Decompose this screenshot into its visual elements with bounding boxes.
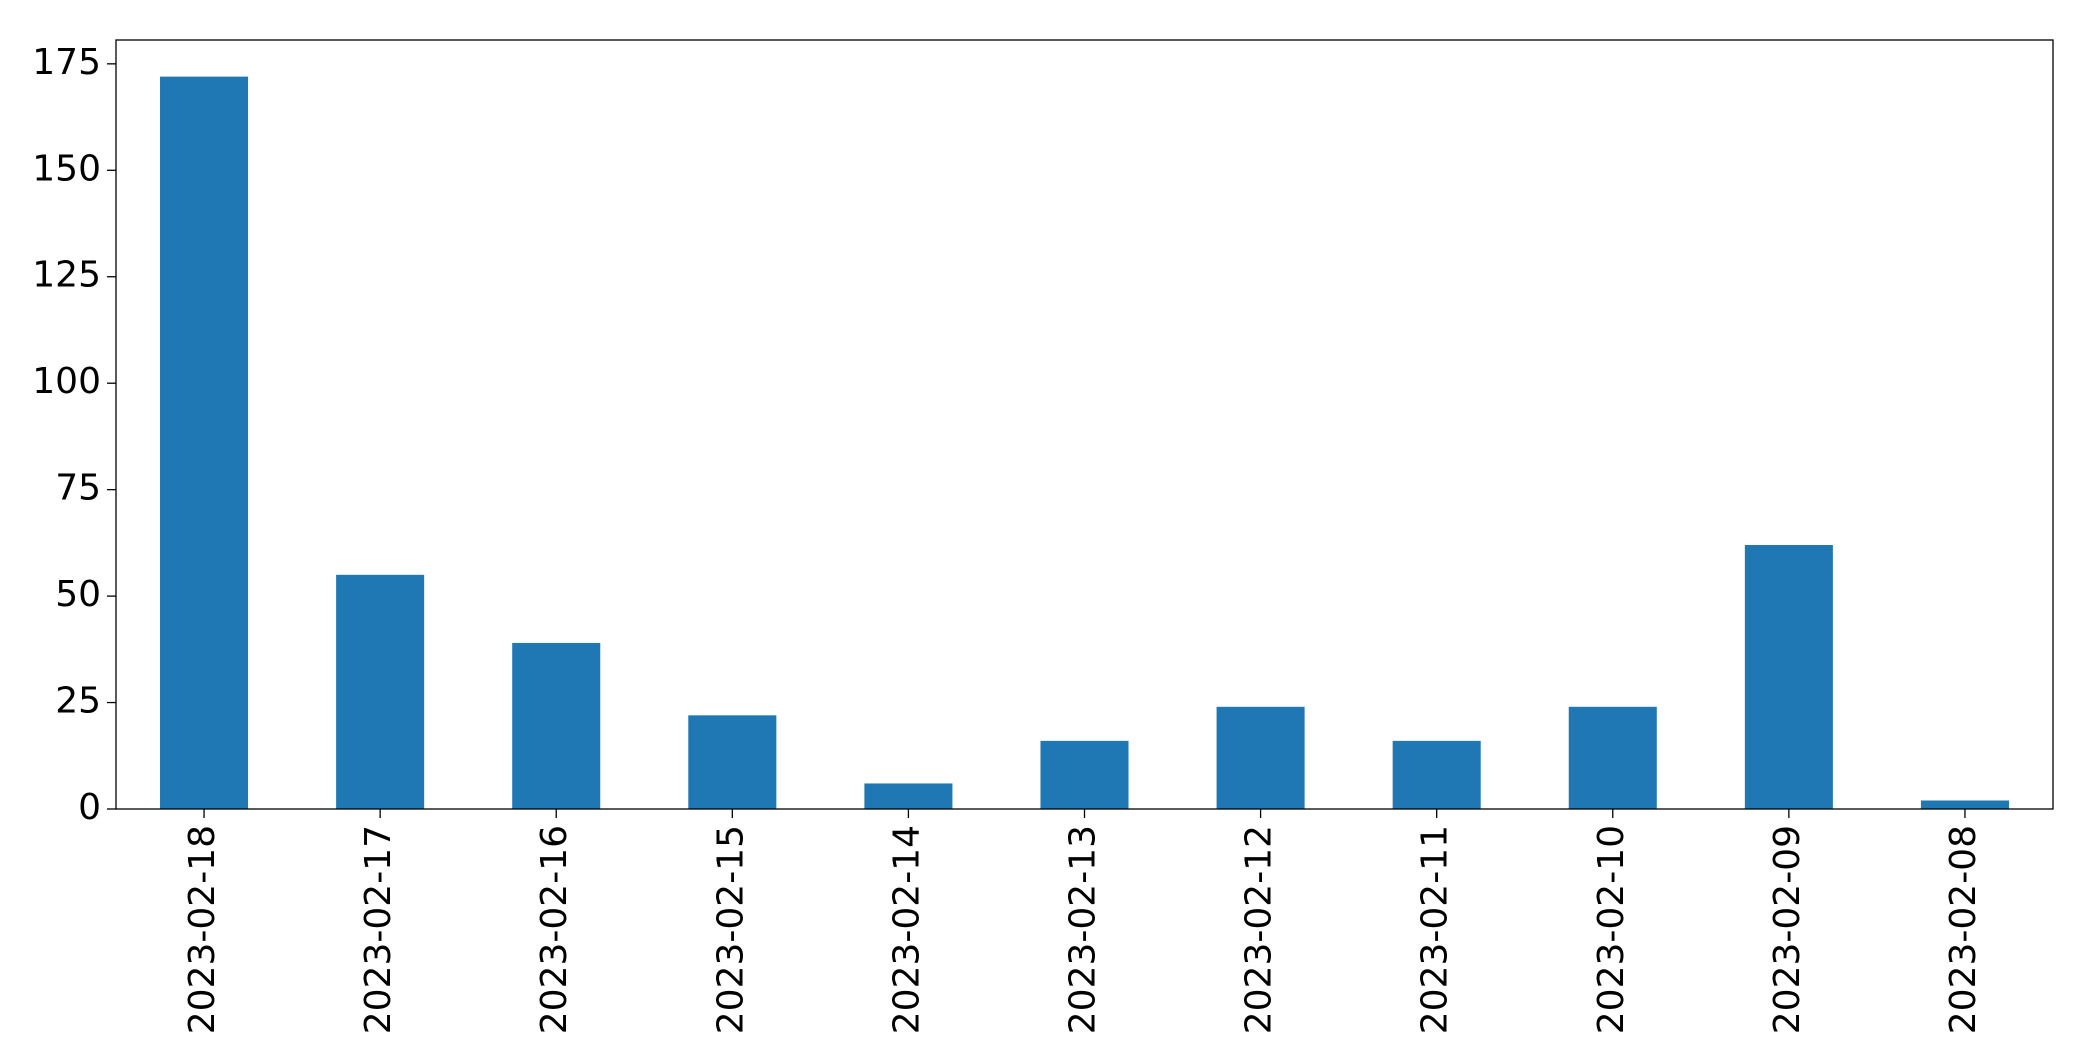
x-tick-label: 2023-02-09	[1767, 825, 1808, 1034]
bar	[864, 783, 953, 809]
bar	[1216, 706, 1305, 809]
bar	[512, 642, 601, 809]
bar	[336, 574, 425, 809]
x-tick-label: 2023-02-18	[182, 825, 223, 1034]
bar	[1392, 740, 1481, 809]
y-tick-label: 0	[78, 787, 101, 828]
x-tick-label: 2023-02-11	[1415, 825, 1456, 1034]
x-tick-label: 2023-02-10	[1591, 825, 1632, 1034]
plot-frame	[115, 39, 2054, 810]
x-tick-label: 2023-02-08	[1943, 825, 1984, 1034]
bar	[1920, 800, 2009, 809]
x-tick-label: 2023-02-12	[1239, 825, 1280, 1034]
x-tick-label: 2023-02-15	[710, 825, 751, 1034]
x-tick-label: 2023-02-16	[534, 825, 575, 1034]
y-tick-label: 125	[32, 255, 101, 296]
y-tick-label: 100	[32, 361, 101, 402]
x-tick-label: 2023-02-17	[358, 825, 399, 1034]
bar	[1040, 740, 1129, 809]
y-tick-label: 25	[55, 681, 101, 722]
x-tick-label: 2023-02-13	[1063, 825, 1104, 1034]
y-tick-label: 50	[55, 574, 101, 615]
y-tick-label: 150	[32, 148, 101, 189]
bar	[688, 715, 777, 809]
bar	[160, 76, 249, 810]
bar	[1744, 545, 1833, 809]
x-tick-label: 2023-02-14	[886, 825, 927, 1034]
bar	[1568, 706, 1657, 809]
y-tick-label: 175	[32, 42, 101, 83]
y-tick-label: 75	[55, 468, 101, 509]
